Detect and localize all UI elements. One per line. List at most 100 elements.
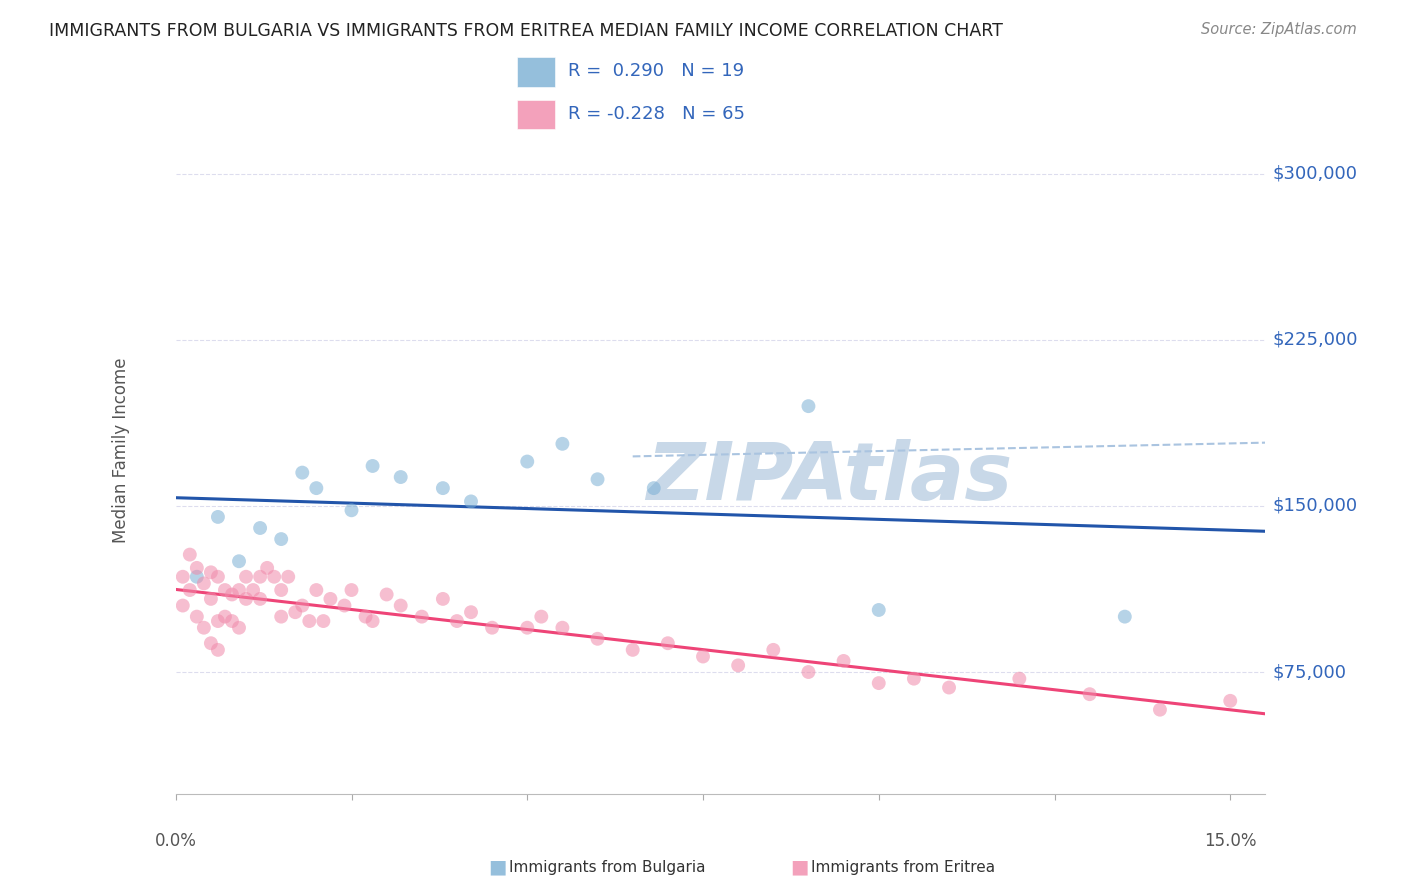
Point <box>551 621 574 635</box>
Text: $225,000: $225,000 <box>1272 331 1358 349</box>
Point <box>460 494 482 508</box>
Point <box>446 614 468 628</box>
Text: $150,000: $150,000 <box>1272 497 1358 515</box>
Text: ■: ■ <box>488 857 506 877</box>
Point <box>242 582 264 597</box>
Point <box>249 591 271 606</box>
Point <box>1219 694 1241 708</box>
Point <box>727 658 749 673</box>
Text: ■: ■ <box>790 857 808 877</box>
Point <box>340 503 363 517</box>
Point <box>172 599 194 613</box>
FancyBboxPatch shape <box>517 100 555 129</box>
Point <box>354 609 377 624</box>
Point <box>228 582 250 597</box>
FancyBboxPatch shape <box>517 57 555 87</box>
Point <box>586 632 609 646</box>
Text: Median Family Income: Median Family Income <box>112 358 131 543</box>
Point <box>207 510 229 524</box>
Point <box>207 643 229 657</box>
Point <box>903 672 925 686</box>
Point <box>221 614 243 628</box>
Point <box>270 609 292 624</box>
Point <box>797 399 820 413</box>
Point <box>797 665 820 679</box>
Point <box>657 636 679 650</box>
Point <box>235 570 257 584</box>
Point <box>291 599 314 613</box>
Point <box>1149 703 1171 717</box>
Point <box>186 561 208 575</box>
Point <box>207 614 229 628</box>
Point <box>249 570 271 584</box>
Point <box>643 481 665 495</box>
Point <box>389 470 412 484</box>
Point <box>228 621 250 635</box>
Point <box>186 570 208 584</box>
Text: R = -0.228   N = 65: R = -0.228 N = 65 <box>568 105 745 123</box>
Point <box>1078 687 1101 701</box>
Text: Immigrants from Bulgaria: Immigrants from Bulgaria <box>509 860 706 874</box>
Point <box>530 609 553 624</box>
Point <box>221 587 243 601</box>
Point <box>938 681 960 695</box>
Point <box>277 570 299 584</box>
Point <box>481 621 503 635</box>
Point <box>228 554 250 568</box>
Point <box>333 599 356 613</box>
Point <box>516 621 538 635</box>
Point <box>284 605 307 619</box>
Point <box>1008 672 1031 686</box>
Point <box>179 582 201 597</box>
Point <box>586 472 609 486</box>
Point <box>200 591 222 606</box>
Point <box>389 599 412 613</box>
Point <box>193 576 215 591</box>
Point <box>214 582 236 597</box>
Point <box>340 582 363 597</box>
Point <box>179 548 201 562</box>
Point <box>249 521 271 535</box>
Point <box>305 481 328 495</box>
Text: Immigrants from Eritrea: Immigrants from Eritrea <box>811 860 995 874</box>
Point <box>460 605 482 619</box>
Point <box>214 609 236 624</box>
Point <box>235 591 257 606</box>
Text: Source: ZipAtlas.com: Source: ZipAtlas.com <box>1201 22 1357 37</box>
Point <box>172 570 194 584</box>
Point <box>551 437 574 451</box>
Point <box>621 643 644 657</box>
Point <box>298 614 321 628</box>
Point <box>432 591 454 606</box>
Point <box>256 561 278 575</box>
Point <box>200 566 222 580</box>
Text: R =  0.290   N = 19: R = 0.290 N = 19 <box>568 62 744 80</box>
Point <box>762 643 785 657</box>
Point <box>361 614 384 628</box>
Point <box>1114 609 1136 624</box>
Point <box>832 654 855 668</box>
Point <box>270 532 292 546</box>
Point <box>361 458 384 473</box>
Point <box>200 636 222 650</box>
Point <box>263 570 285 584</box>
Point <box>692 649 714 664</box>
Point <box>291 466 314 480</box>
Text: 15.0%: 15.0% <box>1204 831 1257 850</box>
Point <box>375 587 398 601</box>
Point <box>305 582 328 597</box>
Text: $300,000: $300,000 <box>1272 164 1357 183</box>
Point <box>207 570 229 584</box>
Text: IMMIGRANTS FROM BULGARIA VS IMMIGRANTS FROM ERITREA MEDIAN FAMILY INCOME CORRELA: IMMIGRANTS FROM BULGARIA VS IMMIGRANTS F… <box>49 22 1002 40</box>
Text: ZIPAtlas: ZIPAtlas <box>647 439 1012 517</box>
Point <box>516 454 538 468</box>
Text: $75,000: $75,000 <box>1272 663 1347 681</box>
Point <box>270 582 292 597</box>
Point <box>193 621 215 635</box>
Point <box>411 609 433 624</box>
Text: 0.0%: 0.0% <box>155 831 197 850</box>
Point <box>186 609 208 624</box>
Point <box>868 603 890 617</box>
Point <box>312 614 335 628</box>
Point <box>432 481 454 495</box>
